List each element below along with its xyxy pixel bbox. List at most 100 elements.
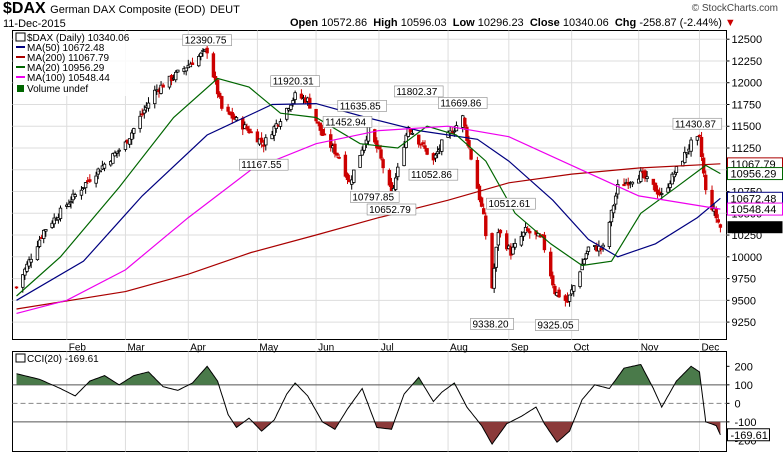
candle-body [419, 143, 423, 146]
candle-body [490, 233, 494, 289]
candle-body [481, 208, 486, 215]
candle-body [132, 128, 136, 134]
price-tick-label: 9250 [732, 317, 756, 329]
candle-body [484, 215, 488, 237]
month-tick-label: Dec [701, 343, 719, 354]
price-annotation-box [322, 116, 373, 128]
candle-body [345, 173, 350, 181]
candle-body [639, 170, 643, 182]
ma-last-value-label: 10956.29 [731, 169, 777, 181]
candle-body [42, 229, 46, 239]
candle-body [259, 137, 264, 143]
candle-body [52, 217, 56, 225]
moving-average-line [16, 163, 721, 310]
candle-body [337, 156, 341, 159]
candle-body [601, 244, 605, 248]
moving-average-line [16, 102, 721, 301]
cci-line [16, 363, 721, 446]
candle-body [479, 197, 484, 207]
candle-body [582, 259, 586, 265]
price-tick-label: 11500 [732, 121, 762, 133]
candle-body [375, 140, 379, 149]
candle-body [352, 169, 356, 183]
candle-body [218, 92, 222, 98]
open-value: 10572.86 [321, 17, 368, 29]
candle-body [115, 151, 119, 154]
ma-last-value-label: 10672.48 [731, 193, 777, 205]
candle-body [467, 140, 471, 148]
cci-tick-label: 200 [735, 361, 753, 373]
candle-body [127, 138, 132, 145]
moving-average-line [16, 77, 721, 297]
candle-body [29, 258, 33, 263]
cci-legend-group: CCI(20) -169.61 [15, 353, 99, 365]
candle-body [247, 128, 251, 134]
candle-body [477, 185, 482, 201]
candle-body [492, 267, 496, 289]
price-annotation-label: 12390.75 [185, 36, 227, 47]
candle-body [69, 201, 73, 204]
candle-body [335, 152, 339, 156]
price-annotation-label: 9325.05 [537, 321, 574, 332]
month-tick-label: Sep [511, 343, 529, 354]
candle-body [255, 131, 260, 143]
price-annotation-label: 10797.85 [352, 192, 394, 203]
candle-body [140, 113, 144, 116]
candle-body [373, 129, 377, 143]
cci-last-value-label: -169.61 [731, 430, 768, 442]
candle-body [551, 275, 555, 286]
candle-body [668, 183, 672, 188]
price-annotation-box [470, 318, 514, 330]
candle-body [117, 149, 121, 152]
legend-volume: Volume undef [27, 84, 88, 95]
month-tick-label: Jul [381, 343, 394, 354]
month-tick-label: Nov [641, 343, 659, 354]
candle-body [142, 109, 146, 114]
axis-layer: Feb Mar Apr May Jun Jul Aug Sep Oct Nov Dec 9250 950… [69, 34, 783, 447]
ohlc-bar: Open 10572.86 High 10596.03 Low 10296.23… [290, 17, 736, 29]
candle-body [425, 148, 429, 155]
watermark: © StockCharts.com [691, 3, 778, 14]
price-legend: $DAX (Daily) 10340.06 MA(50) 10672.48 MA… [14, 32, 140, 96]
price-annotation-box [394, 85, 444, 98]
candle-body [710, 189, 714, 211]
price-annotation-label: 11920.31 [273, 77, 314, 88]
price-annotation-label: 11802.37 [396, 87, 437, 98]
candle-body [333, 143, 337, 155]
price-tick-label: 9500 [732, 295, 756, 307]
candle-body [381, 159, 385, 169]
candle-body [364, 139, 369, 145]
candle-body [138, 115, 142, 129]
price-annotation-label: 10652.79 [369, 205, 411, 216]
candle-body [674, 166, 679, 173]
open-label: Open [290, 17, 319, 29]
month-tick-label: Aug [450, 343, 468, 354]
candle-body [102, 163, 107, 169]
candle-body [50, 222, 54, 228]
candle-body [176, 69, 180, 73]
low-label: Low [452, 17, 475, 29]
candle-body [272, 126, 276, 136]
price-annotation-label: 11669.86 [440, 98, 481, 109]
high-label: High [373, 17, 398, 29]
price-annotation-box [535, 319, 579, 331]
close-label: Close [529, 17, 560, 29]
candle-body [586, 246, 591, 252]
candle-body [167, 75, 172, 88]
candle-body [666, 187, 670, 193]
candle-body [73, 194, 77, 198]
candle-body [511, 246, 515, 255]
candle-body [695, 136, 700, 141]
candle-body [249, 131, 253, 134]
candle-body [79, 189, 84, 196]
month-tick-label: Apr [190, 343, 206, 354]
candle-body [226, 106, 230, 112]
candle-body [111, 153, 115, 164]
candle-body [553, 285, 557, 295]
candle-body [322, 133, 327, 136]
candle-body [697, 134, 702, 137]
cci-legend: CCI(20) -169.61 [27, 354, 99, 365]
low-value: 10296.23 [477, 17, 524, 29]
candle-body [567, 294, 572, 302]
legend-ma50: MA(50) 10672.48 [27, 43, 105, 54]
